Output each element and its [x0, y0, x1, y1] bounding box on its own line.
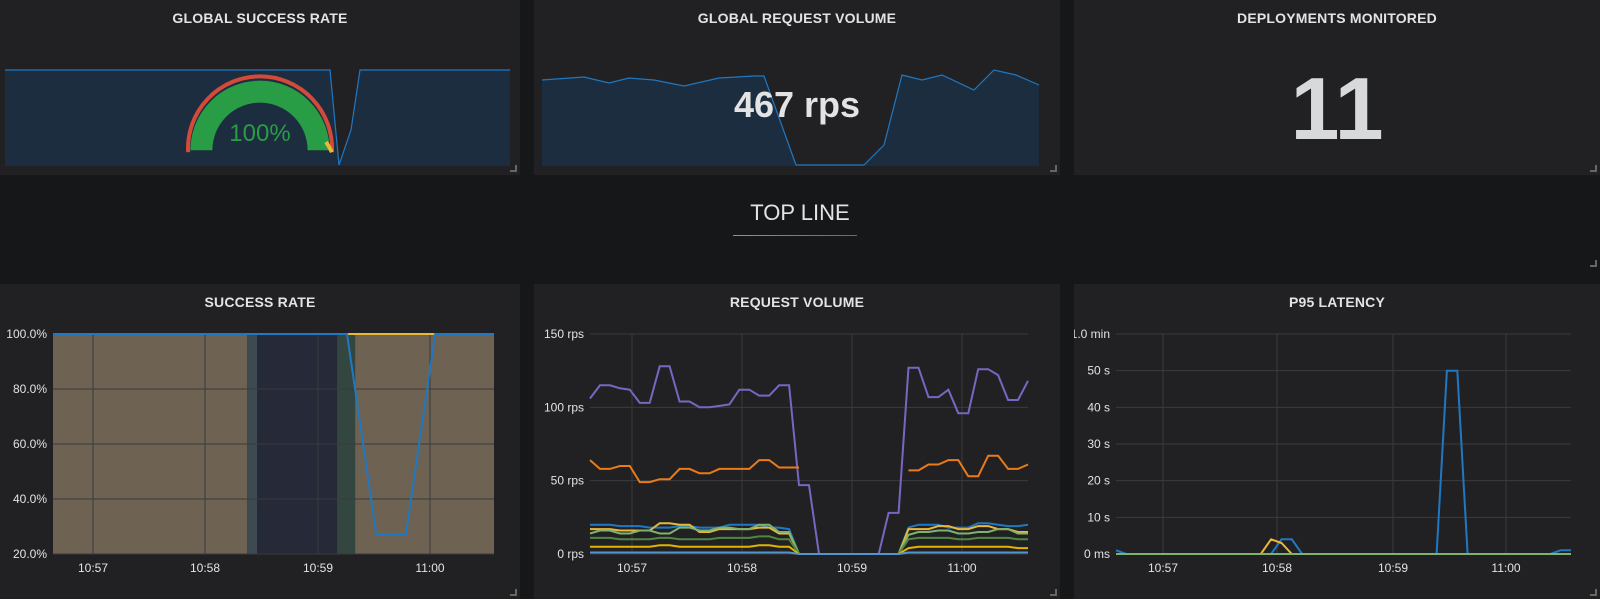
- panel-title: SUCCESS RATE: [204, 294, 316, 310]
- panel-title: P95 LATENCY: [1288, 294, 1386, 310]
- series-line-1: [908, 454, 1029, 478]
- y-tick-label: 30 s: [1087, 437, 1110, 451]
- x-tick-label: 10:57: [1148, 561, 1178, 575]
- resize-handle[interactable]: [1050, 589, 1057, 596]
- y-tick-label: 50 rps: [551, 474, 584, 488]
- gauge-value: 100%: [229, 120, 291, 147]
- y-tick-label: 20.0%: [13, 547, 47, 561]
- series-line-0: [1115, 369, 1571, 555]
- request-volume-chart: 150 rps 100 rps 50 rps 0 rps 10:57 10:58 10:59…: [544, 327, 1029, 575]
- y-tick-label: 100 rps: [544, 400, 584, 414]
- y-tick-label: 0 rps: [557, 547, 584, 561]
- series-line-0: [589, 365, 1029, 555]
- resize-handle[interactable]: [510, 165, 517, 172]
- panel-title: REQUEST VOLUME: [729, 294, 865, 310]
- request-volume-panel: REQUEST VOLUME 150 rps 100 rps 50 rps 0 rps…: [534, 284, 1060, 599]
- gauge-threshold-arc: [186, 74, 334, 153]
- resize-handle[interactable]: [510, 589, 517, 596]
- deployments-monitored-panel: DEPLOYMENTS MONITORED 11: [1074, 0, 1600, 175]
- x-tick-label: 10:59: [303, 561, 333, 575]
- p95-latency-panel: P95 LATENCY 1.0 min 50 s 40 s 30 s 20 s 10 s 0…: [1074, 284, 1600, 599]
- row-title[interactable]: TOP LINE: [750, 200, 850, 225]
- y-tick-label: 80.0%: [13, 382, 47, 396]
- x-tick-label: 10:57: [78, 561, 108, 575]
- row-title-underline: [733, 235, 857, 236]
- x-tick-label: 10:58: [1262, 561, 1292, 575]
- x-tick-label: 10:59: [1378, 561, 1408, 575]
- resize-handle[interactable]: [1590, 589, 1597, 596]
- big-stat-value: 467 rps: [733, 84, 861, 125]
- request-volume-sparkline: [541, 69, 1040, 166]
- global-success-rate-panel: GLOBAL SUCCESS RATE 100%: [0, 0, 520, 175]
- series-line-1: [53, 333, 494, 536]
- panel-title: GLOBAL REQUEST VOLUME: [697, 10, 897, 26]
- y-tick-label: 60.0%: [13, 437, 47, 451]
- series-line-1: [589, 459, 799, 484]
- y-tick-label: 1.0 min: [1074, 327, 1110, 341]
- x-tick-label: 10:59: [837, 561, 867, 575]
- y-tick-label: 150 rps: [544, 327, 584, 341]
- series-line-1: [1116, 538, 1571, 555]
- y-tick-label: 100.0%: [6, 327, 47, 341]
- resize-handle[interactable]: [1590, 260, 1597, 267]
- big-stat-value: 11: [1290, 59, 1384, 158]
- panel-title: GLOBAL SUCCESS RATE: [172, 10, 348, 26]
- y-tick-label: 50 s: [1087, 364, 1110, 378]
- x-tick-label: 11:00: [947, 561, 976, 575]
- p95-latency-chart: 1.0 min 50 s 40 s 30 s 20 s 10 s 0 ms 10:57 10:5…: [1074, 327, 1571, 575]
- gauge-value-arc: [190, 80, 330, 151]
- x-tick-label: 11:00: [1491, 561, 1520, 575]
- x-tick-label: 10:57: [617, 561, 647, 575]
- y-tick-label: 40.0%: [13, 492, 47, 506]
- series-line-7: [590, 551, 1028, 555]
- success-rate-sparkline: [5, 69, 510, 166]
- resize-handle[interactable]: [1050, 165, 1057, 172]
- y-tick-label: 10 s: [1087, 510, 1110, 524]
- success-rate-chart: 100.0% 80.0% 60.0% 40.0% 20.0% 10:57 10:58 10:5…: [6, 327, 494, 575]
- y-tick-label: 20 s: [1087, 474, 1110, 488]
- resize-handle[interactable]: [1590, 165, 1597, 172]
- x-tick-label: 10:58: [727, 561, 757, 575]
- y-tick-label: 40 s: [1087, 400, 1110, 414]
- global-request-volume-panel: GLOBAL REQUEST VOLUME 467 rps: [534, 0, 1060, 175]
- panel-title: DEPLOYMENTS MONITORED: [1237, 10, 1437, 26]
- x-tick-label: 11:00: [415, 561, 444, 575]
- x-tick-label: 10:58: [190, 561, 220, 575]
- y-tick-label: 0 ms: [1084, 547, 1110, 561]
- success-rate-panel: SUCCESS RATE 100.0% 80.0% 60.0% 40.0% 20.0% 1…: [0, 284, 520, 599]
